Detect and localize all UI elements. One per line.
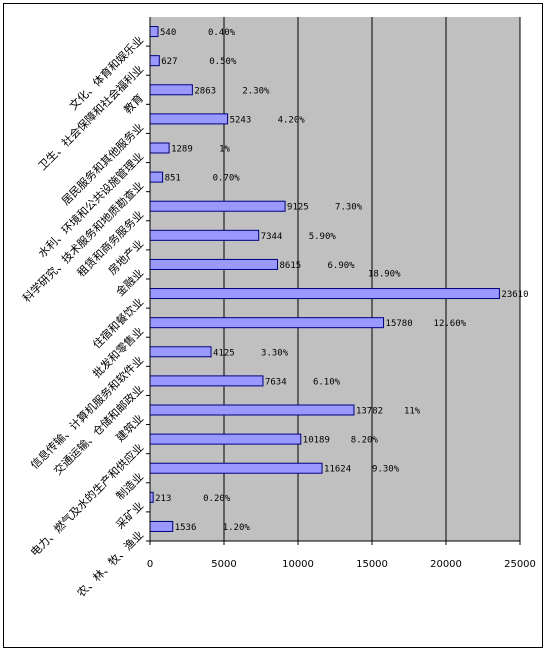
bar [149,171,164,183]
percent-label: 0.40% [208,28,236,38]
value-label: 11624 [324,465,351,475]
bar [149,84,193,96]
percent-label: 12.60% [434,319,467,329]
value-label: 213 [155,494,171,504]
percent-label: 9.30% [372,465,400,475]
plot-area [150,17,520,541]
percent-label: 5.90% [309,232,337,242]
x-axis-ticks: 0 5000 10000 15000 20000 25000 [147,541,536,570]
bar [149,433,302,445]
value-label: 15780 [386,319,413,329]
value-label: 627 [161,57,177,67]
x-tick-label: 10000 [282,559,314,570]
value-label: 8615 [280,261,302,271]
value-label: 13782 [356,407,383,417]
value-label: 2863 [194,86,216,96]
percent-labels: 1.20% 0.20% 9.30% 8.20% 11% 6.10% 3.30% 12.60% 1… [203,28,466,533]
bar [149,258,279,270]
value-label: 1536 [175,523,197,533]
value-label: 4125 [213,348,235,358]
bar [149,317,385,329]
value-label: 540 [160,28,176,38]
value-label: 5243 [230,115,252,125]
x-tick-label: 0 [147,559,153,570]
bar [149,26,159,38]
bar [149,375,264,387]
bar [149,404,355,416]
category-label: 采矿业 [114,499,147,532]
percent-label: 0.20% [203,494,231,504]
gridlines [223,17,521,541]
bar [149,520,174,532]
value-label: 7634 [265,377,287,387]
category-label: 教育 [121,91,146,116]
percent-label: 8.20% [351,436,379,446]
bar [149,462,323,474]
percent-label: 6.90% [328,261,356,271]
x-tick-label: 20000 [430,559,462,570]
x-tick-label: 5000 [211,559,236,570]
percent-label: 4.20% [278,115,306,125]
bar [149,113,229,125]
value-label: 23610 [501,290,528,300]
percent-label: 0.70% [213,174,241,184]
percent-label: 1% [219,145,230,155]
value-labels: 1536 213 11624 10189 13782 7634 4125 15780 23610… [155,28,528,533]
chart-frame: 1536 213 11624 10189 13782 7634 4125 15780 23610… [3,3,543,648]
bars [149,26,500,532]
percent-label: 11% [404,407,421,417]
percent-label: 18.90% [368,270,401,280]
percent-label: 7.30% [335,203,363,213]
percent-label: 1.20% [223,523,251,533]
value-label: 7344 [261,232,283,242]
value-label: 1289 [171,145,193,155]
value-label: 10189 [303,436,330,446]
x-tick-label: 25000 [504,559,536,570]
value-label: 9125 [287,203,309,213]
bar [149,346,212,358]
percent-label: 2.30% [242,86,270,96]
value-label: 851 [165,174,181,184]
bar-chart: 1536 213 11624 10189 13782 7634 4125 15780 23610… [20,17,536,600]
bar [149,288,500,300]
bar [149,55,160,67]
bar [149,229,260,241]
bar [149,142,170,154]
category-label: 农、林、牧、渔业 [74,528,146,600]
percent-label: 6.10% [313,377,341,387]
bar [149,200,286,212]
category-labels: 农、林、牧、渔业采矿业制造业电力、燃气及水的生产和供应业建筑业交通运输、仓储和邮… [20,33,150,600]
percent-label: 3.30% [261,348,289,358]
x-tick-label: 15000 [356,559,388,570]
percent-label: 0.50% [209,57,237,67]
